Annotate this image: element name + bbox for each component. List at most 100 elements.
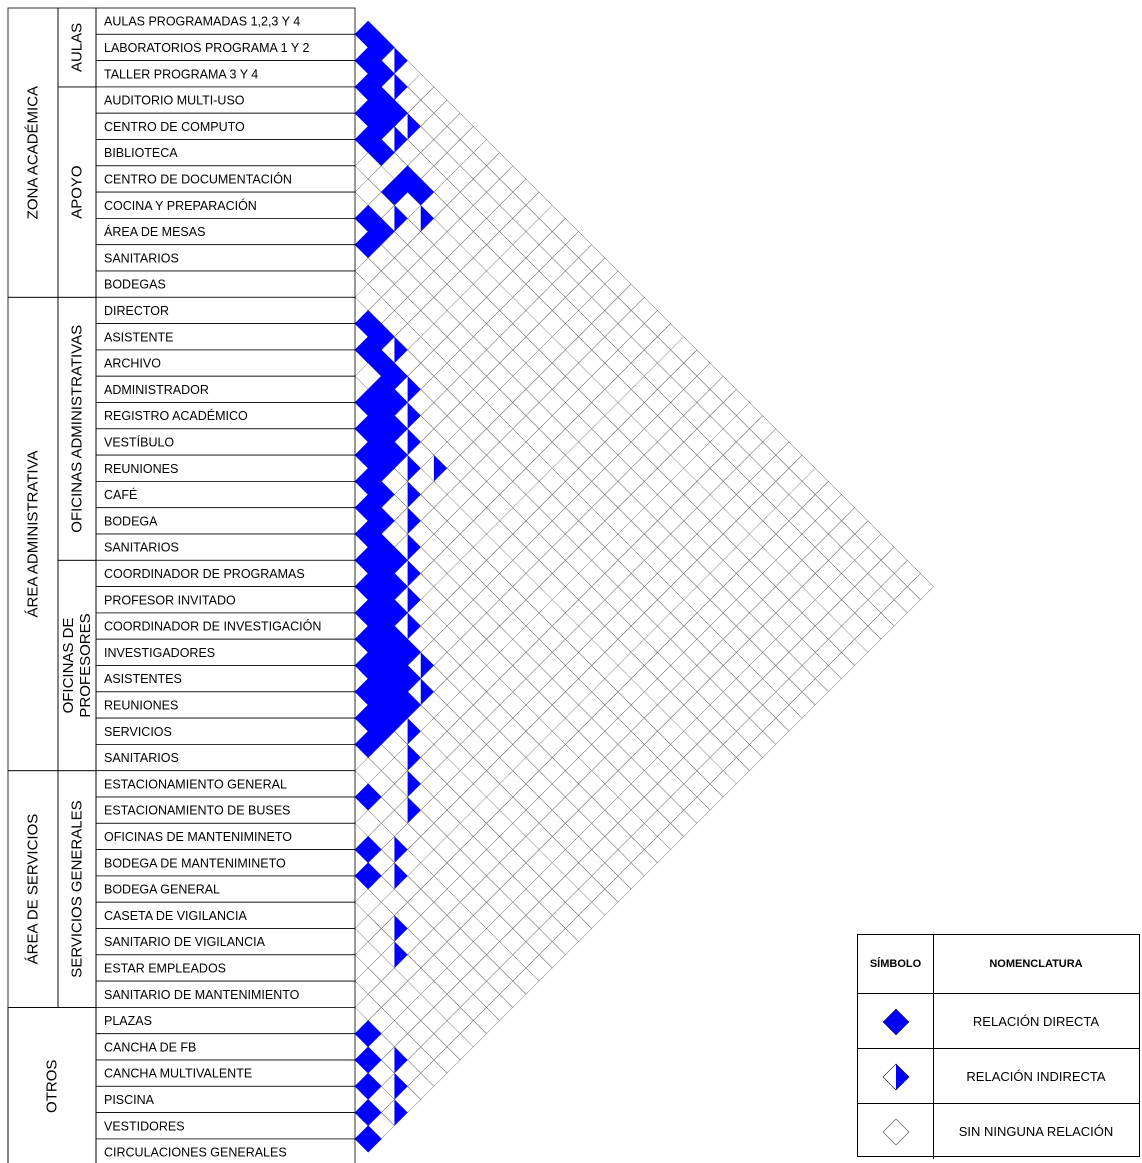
relation-cell: [683, 691, 711, 719]
relation-cell: [472, 980, 501, 1008]
relation-cell: [551, 691, 579, 719]
relation-cell: [670, 415, 698, 443]
relation-cell: [525, 507, 553, 535]
relation-cell: [722, 599, 750, 627]
indirect-relation-icon: [882, 1063, 909, 1090]
space-label: COORDINADOR DE PROGRAMAS: [104, 567, 305, 581]
relation-cell: [578, 822, 606, 850]
space-label: SANITARIOS: [104, 751, 179, 765]
relation-cell: [670, 388, 698, 417]
relation-cell: [420, 428, 448, 456]
relation-cell: [617, 415, 645, 443]
relation-cell: [762, 507, 790, 535]
relation-cell: [512, 862, 540, 890]
relation-cell: [512, 704, 540, 732]
relation-cell: [499, 533, 527, 561]
space-label: ESTACIONAMIENTO GENERAL: [104, 777, 287, 791]
relation-cell: [486, 757, 514, 785]
space-row: [95, 691, 356, 719]
relation-cell: [578, 612, 606, 640]
relation-cell: [420, 1059, 448, 1087]
relation-cell: [538, 231, 566, 259]
relation-cell: [591, 546, 619, 574]
relation-cell: [670, 467, 698, 495]
relation-cell: [525, 875, 553, 903]
relation-cell: [486, 415, 514, 443]
relation-cell: [591, 836, 619, 864]
relation-cell: [854, 599, 882, 627]
relation-cell: [459, 914, 487, 943]
relation-cell: [525, 954, 553, 982]
relation-cell: [854, 520, 882, 548]
relation-cell: [420, 717, 448, 745]
relation-cell: [420, 139, 448, 167]
relation-cell: [670, 599, 698, 627]
relation-cell: [459, 283, 487, 311]
relation-cell: [709, 402, 737, 430]
relation-cell: [525, 533, 553, 561]
relation-cell: [683, 770, 711, 798]
relation-cell: [512, 625, 540, 653]
relation-cell: [472, 139, 501, 167]
relation-cell: [551, 454, 579, 482]
relation-cell: [380, 1046, 408, 1074]
relation-cell: [486, 310, 514, 338]
relation-cell: [670, 704, 698, 732]
relation-cell: [525, 691, 553, 719]
relation-cell: [433, 388, 461, 417]
space-row: [95, 849, 356, 877]
relation-cell: [801, 467, 829, 495]
relation-cell: [512, 573, 540, 601]
relation-cell: [446, 928, 474, 956]
relation-cell: [775, 494, 803, 522]
relation-cell: [472, 796, 501, 824]
relation-cell: [499, 270, 527, 298]
relation-cell: [420, 980, 448, 1008]
space-label: DIRECTOR: [104, 304, 169, 318]
relation-cell: [722, 651, 750, 680]
relation-cell: [512, 783, 540, 811]
relation-cell: [722, 757, 750, 785]
relation-cell: [643, 625, 671, 653]
relation-cell: [459, 651, 487, 680]
relation-cell: [486, 809, 514, 837]
relation-cell: [512, 914, 540, 943]
space-label: CENTRO DE COMPUTO: [104, 120, 245, 134]
relation-cell: [354, 941, 382, 969]
relation-cell: [578, 402, 606, 430]
relation-cell: [551, 481, 579, 509]
relation-cell: [643, 336, 671, 364]
relation-cell: [551, 533, 579, 561]
relation-cell: [867, 533, 895, 561]
space-row: [95, 480, 356, 509]
relation-cell: [486, 441, 514, 469]
relation-cell: [749, 467, 777, 495]
relation-cell: [565, 283, 593, 311]
zone-label: OTROS: [44, 1060, 61, 1113]
space-row: [95, 402, 356, 430]
relation-cell: [657, 796, 685, 824]
relation-cell: [499, 928, 527, 956]
relation-cell: [617, 862, 645, 890]
relation-cell: [433, 599, 461, 627]
relation-cell: [486, 836, 514, 864]
relation-cell: [433, 310, 461, 338]
relation-cell: [486, 152, 514, 180]
relation-cell: [407, 862, 435, 890]
relation-cell: [565, 704, 593, 732]
relation-cell: [499, 244, 527, 272]
relation-cell: [525, 744, 553, 772]
matrix-cells: [354, 20, 934, 1153]
relation-cell: [683, 665, 711, 693]
relation-cell: [735, 533, 764, 561]
relation-cell: [486, 467, 514, 495]
relation-cell: [867, 612, 895, 640]
space-label: SANITARIO DE MANTENIMIENTO: [104, 988, 300, 1002]
relation-cell: [683, 454, 711, 482]
relation-cell: [604, 507, 632, 535]
relation-cell: [643, 678, 671, 706]
relation-cell: [538, 914, 566, 943]
relation-cell: [433, 283, 461, 311]
relation-cell: [407, 888, 435, 916]
relation-cell: [380, 283, 408, 311]
